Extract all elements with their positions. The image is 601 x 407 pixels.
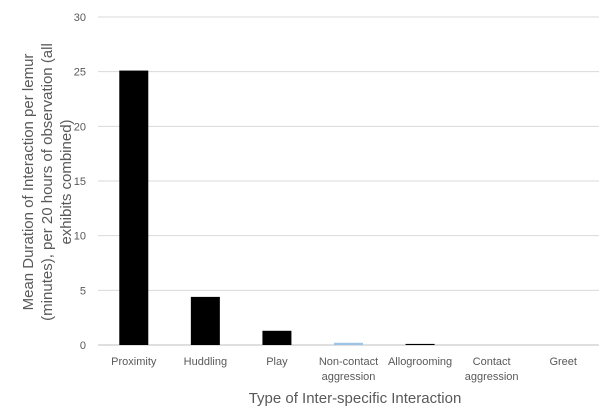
x-tick-label: Greet (549, 356, 577, 368)
y-tick-label: 5 (80, 285, 86, 297)
bar-huddling (190, 296, 220, 345)
y-axis-title: Mean Duration of Interaction per lemur (m… (20, 43, 75, 321)
bars (119, 70, 435, 345)
x-tick-label: Allogrooming (388, 356, 452, 368)
x-tick-label: Huddling (184, 356, 227, 368)
x-tick-label: Play (266, 356, 288, 368)
gridlines (98, 16, 599, 346)
bar-non-contact-aggression (334, 342, 363, 345)
bar-play (262, 330, 292, 345)
y-tick-label: 15 (74, 176, 86, 188)
y-tick-label: 0 (80, 340, 86, 352)
y-tick-labels: 0 5 10 15 20 25 30 (74, 12, 86, 352)
bar-allogrooming (405, 343, 435, 345)
y-tick-label: 10 (74, 231, 86, 243)
x-tick-label: Non-contact aggression (319, 356, 378, 383)
y-tick-label: 25 (74, 67, 86, 79)
bar-proximity (119, 70, 149, 345)
x-tick-labels: Proximity Huddling Play Non-contact aggressi… (111, 356, 577, 383)
x-axis-title: Type of Inter-specific Interaction (249, 390, 462, 407)
x-tick-label: Contact aggression (465, 356, 519, 383)
y-tick-label: 30 (74, 12, 86, 24)
y-tick-label: 20 (74, 121, 86, 133)
x-tick-label: Proximity (111, 356, 157, 368)
